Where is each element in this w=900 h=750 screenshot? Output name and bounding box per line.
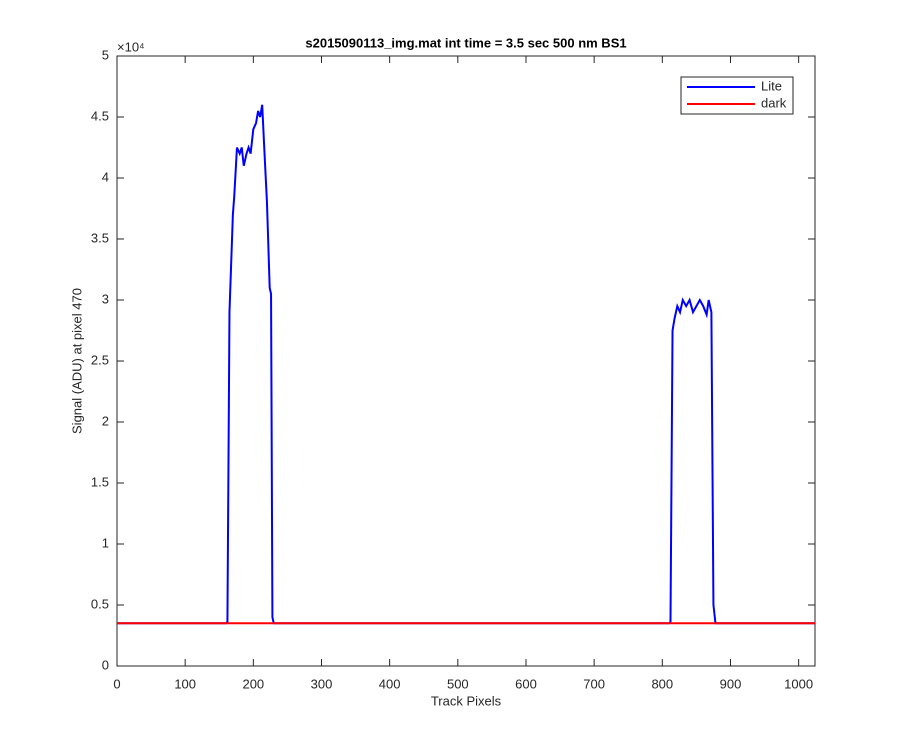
x-tick-label: 100	[174, 676, 196, 691]
y-tick-label: 0	[102, 657, 109, 672]
x-tick-label: 1000	[784, 676, 813, 691]
x-tick-label: 900	[720, 676, 742, 691]
x-tick-label: 700	[583, 676, 605, 691]
series-line	[117, 104, 815, 625]
x-tick-label: 0	[113, 676, 120, 691]
y-tick-label: 0.5	[91, 596, 109, 611]
y-exponent-label: ×10⁴	[117, 39, 145, 54]
y-tick-label: 1	[102, 535, 109, 550]
legend-box	[680, 76, 794, 115]
plot-area	[116, 55, 816, 667]
y-axis-label: Signal (ADU) at pixel 470	[69, 288, 84, 434]
legend-label: Lite	[761, 78, 782, 93]
x-tick-label: 800	[651, 676, 673, 691]
y-tick-label: 5	[102, 47, 109, 62]
legend-label: dark	[761, 95, 787, 110]
y-tick-label: 2.5	[91, 352, 109, 367]
y-tick-label: 4.5	[91, 108, 109, 123]
x-tick-label: 500	[447, 676, 469, 691]
y-tick-label: 2	[102, 413, 109, 428]
x-axis-label: Track Pixels	[431, 693, 502, 708]
y-tick-label: 4	[102, 169, 109, 184]
y-tick-label: 3	[102, 291, 109, 306]
x-tick-label: 300	[311, 676, 333, 691]
x-tick-label: 600	[515, 676, 537, 691]
y-tick-label: 1.5	[91, 474, 109, 489]
y-tick-label: 3.5	[91, 230, 109, 245]
x-tick-label: 200	[242, 676, 264, 691]
chart-title: s2015090113_img.mat int time = 3.5 sec 5…	[305, 35, 626, 50]
x-tick-label: 400	[379, 676, 401, 691]
